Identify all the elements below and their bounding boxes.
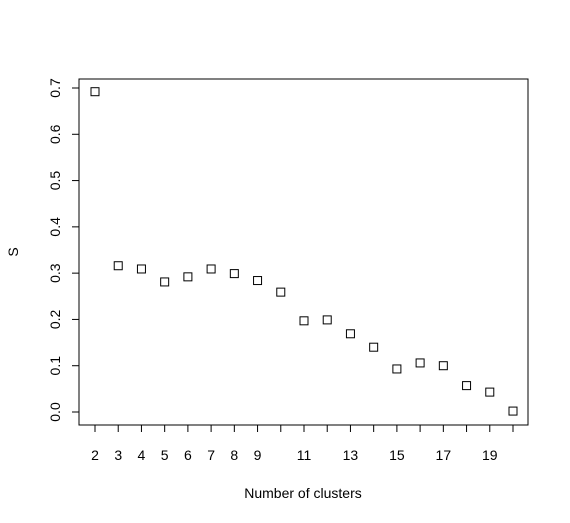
x-tick-label: 5 <box>161 447 169 463</box>
data-point <box>230 270 238 278</box>
data-point <box>370 343 378 351</box>
data-point <box>486 388 494 396</box>
plot-frame <box>79 79 528 425</box>
data-point <box>463 382 471 390</box>
data-point <box>114 262 122 270</box>
x-tick-label: 4 <box>138 447 146 463</box>
data-point <box>277 288 285 296</box>
data-point <box>91 88 99 96</box>
data-point <box>207 265 215 273</box>
x-tick-label: 6 <box>184 447 192 463</box>
x-tick-label: 9 <box>254 447 262 463</box>
y-tick-label: 0.1 <box>47 356 63 376</box>
data-point <box>161 278 169 286</box>
data-point <box>137 265 145 273</box>
x-tick-label: 17 <box>436 447 452 463</box>
y-tick-label: 0.7 <box>47 78 63 98</box>
data-point <box>416 359 424 367</box>
y-tick-label: 0.0 <box>47 402 63 422</box>
y-tick-label: 0.4 <box>47 217 63 237</box>
x-tick-label: 11 <box>297 447 312 463</box>
data-point <box>346 330 354 338</box>
x-tick-label: 13 <box>343 447 359 463</box>
data-point <box>393 365 401 373</box>
x-tick-label: 15 <box>389 447 405 463</box>
data-point <box>509 407 517 415</box>
x-tick-label: 2 <box>91 447 99 463</box>
x-axis-title: Number of clusters <box>244 485 361 501</box>
data-point <box>254 277 262 285</box>
y-axis-title: S <box>5 247 21 256</box>
data-point <box>300 317 308 325</box>
x-axis: 2 3 4 5 6 7 8 9 11 13 15 17 19 <box>91 425 513 463</box>
y-tick-label: 0.6 <box>47 124 63 144</box>
x-tick-label: 19 <box>482 447 498 463</box>
data-point <box>439 362 447 370</box>
data-point <box>184 273 192 281</box>
x-tick-label: 8 <box>230 447 238 463</box>
x-tick-label: 7 <box>207 447 215 463</box>
y-axis: 0.0 0.1 0.2 0.3 0.4 0.5 0.6 0.7 <box>47 78 79 422</box>
y-tick-label: 0.3 <box>47 263 63 283</box>
y-tick-label: 0.2 <box>47 309 63 329</box>
data-point <box>323 316 331 324</box>
x-tick-label: 3 <box>114 447 122 463</box>
y-tick-label: 0.5 <box>47 171 63 191</box>
data-points <box>91 88 517 415</box>
